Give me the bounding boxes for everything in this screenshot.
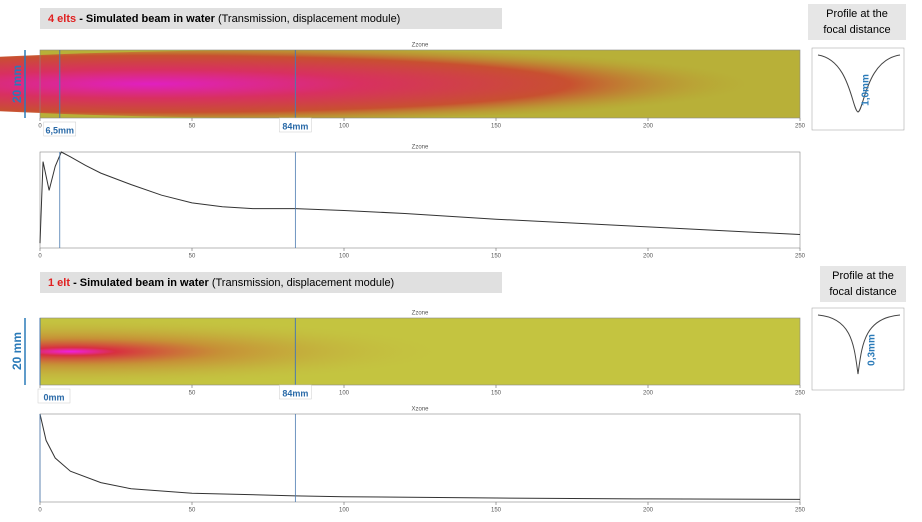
profile-caption: Profile at the — [826, 8, 888, 20]
marker-label: 0mm — [43, 392, 64, 402]
x-tick-label: 100 — [339, 391, 350, 397]
marker-label: 84mm — [282, 121, 308, 131]
x-tick-label: 200 — [643, 391, 654, 397]
dimension-label: 20 mm — [10, 332, 24, 370]
x-tick-label: 50 — [189, 124, 196, 130]
panel-title: 4 elts - Simulated beam in water (Transm… — [48, 13, 400, 25]
x-tick-label: 0 — [38, 508, 42, 514]
axis-title: Zzone — [412, 145, 429, 151]
x-tick-label: 100 — [339, 124, 350, 130]
plot-frame — [39, 413, 801, 503]
x-tick-label: 50 — [189, 391, 196, 397]
x-tick-label: 200 — [643, 124, 654, 130]
title-box — [40, 272, 502, 293]
x-tick-label: 250 — [795, 391, 806, 397]
profile-caption: focal distance — [829, 286, 896, 298]
axis-title: Zzone — [412, 311, 429, 317]
profile-width: 0,3mm — [867, 334, 878, 366]
profile-line — [39, 151, 801, 244]
heatmap-beam — [40, 318, 800, 385]
dimension-label: 20 mm — [10, 65, 24, 103]
axis-title: Xzone — [411, 407, 429, 413]
x-tick-label: 200 — [643, 508, 654, 514]
profile-caption: focal distance — [823, 24, 890, 36]
x-tick-label: 100 — [339, 254, 350, 260]
x-tick-label: 150 — [491, 391, 502, 397]
profile-curve — [817, 54, 901, 113]
x-tick-label: 0 — [38, 254, 42, 260]
marker-label: 6,5mm — [45, 125, 74, 135]
x-tick-label: 250 — [795, 124, 806, 130]
marker-label-box — [37, 388, 71, 404]
x-tick-label: 0 — [38, 124, 42, 130]
x-tick-label: 50 — [189, 508, 196, 514]
x-tick-label: 50 — [189, 254, 196, 260]
x-tick-label: 250 — [795, 254, 806, 260]
profile-plot — [811, 307, 905, 391]
axis-title: Zzone — [412, 43, 429, 49]
marker-label-box — [279, 384, 312, 400]
heatmap-beam — [0, 50, 800, 118]
plot-frame — [39, 151, 801, 249]
profile-plot — [811, 47, 905, 131]
profile-curve — [817, 314, 901, 375]
panel-title: 1 elt - Simulated beam in water (Transmi… — [48, 277, 394, 289]
x-tick-label: 100 — [339, 508, 350, 514]
caption-box — [808, 4, 906, 40]
title-box — [40, 8, 502, 29]
marker-label: 84mm — [282, 388, 308, 398]
marker-label-box — [43, 121, 77, 137]
x-tick-label: 200 — [643, 254, 654, 260]
profile-line — [39, 413, 801, 500]
plot-frame — [39, 49, 801, 119]
x-tick-label: 250 — [795, 508, 806, 514]
x-tick-label: 150 — [491, 124, 502, 130]
x-tick-label: 150 — [491, 254, 502, 260]
x-tick-label: 150 — [491, 508, 502, 514]
profile-caption: Profile at the — [832, 270, 894, 282]
profile-width: 1,0mm — [861, 74, 872, 106]
caption-box — [820, 266, 906, 302]
marker-label-box — [279, 117, 312, 133]
